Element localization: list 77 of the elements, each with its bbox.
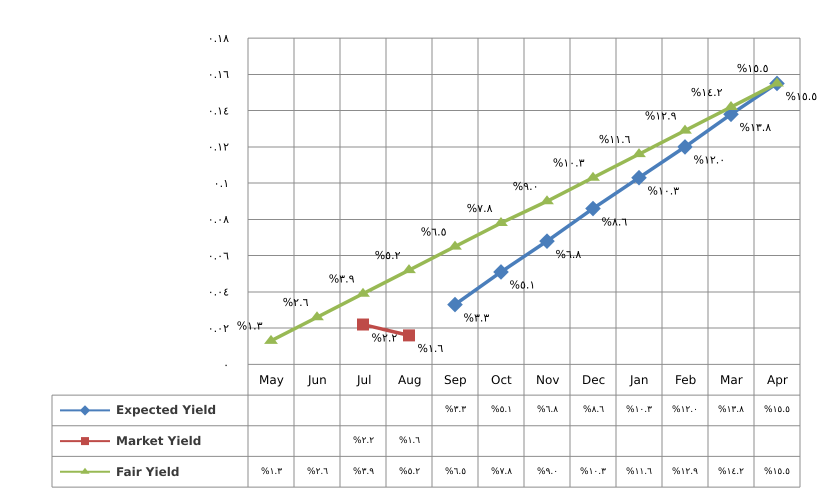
y-tick-label: ٠.٠٦ bbox=[208, 249, 230, 262]
x-tick-label: Nov bbox=[536, 373, 560, 387]
x-tick-label: Sep bbox=[444, 373, 467, 387]
point bbox=[631, 170, 647, 186]
data-label: %١٢.٠ bbox=[672, 405, 698, 415]
x-tick-label: Jun bbox=[307, 373, 327, 387]
text: %٢.٦ bbox=[282, 296, 308, 310]
text: %١٢.٠ bbox=[694, 154, 726, 167]
text: %١٥.٥ bbox=[736, 62, 768, 76]
data-label: %٧.٨ bbox=[491, 467, 512, 477]
point bbox=[585, 200, 601, 216]
text: %١٤.٢ bbox=[690, 86, 722, 99]
legend-label: Market Yield bbox=[116, 434, 202, 448]
text: %٦.٨ bbox=[556, 248, 582, 261]
text: %٩.٠ bbox=[512, 180, 538, 194]
point bbox=[403, 329, 415, 342]
y-tick-label: ٠.٠٤ bbox=[208, 286, 230, 299]
x-tick-label: Apr bbox=[767, 373, 788, 387]
x-tick-label: Aug bbox=[398, 373, 422, 387]
x-tick-label: Feb bbox=[675, 373, 696, 387]
x-tick-label: Dec bbox=[582, 373, 606, 387]
text: %١.٦ bbox=[418, 342, 444, 356]
data-label: %١٢.٩ bbox=[672, 467, 698, 477]
data-label: %٢.٢ bbox=[353, 436, 374, 446]
data-label: %١٥.٥ bbox=[764, 467, 790, 477]
x-tick-label: Jan bbox=[629, 373, 648, 387]
text: %١٢.٩ bbox=[644, 109, 676, 122]
x-tick-label: May bbox=[259, 373, 284, 387]
data-label: %٩.٠ bbox=[537, 467, 558, 477]
data-label: %٣.٩ bbox=[353, 467, 374, 477]
data-label: %١١.٦ bbox=[626, 467, 652, 477]
data-label: %١٤.٢ bbox=[718, 467, 744, 477]
y-tick-label: ٠.١ bbox=[214, 176, 229, 190]
point bbox=[493, 264, 509, 280]
data-label: %١.٦ bbox=[399, 436, 420, 446]
data-label: %٦.٥ bbox=[445, 467, 466, 477]
data-label: %٥.٢ bbox=[399, 467, 420, 477]
data-label: %٨.٦ bbox=[583, 405, 604, 415]
text: %٢.٢ bbox=[372, 331, 398, 344]
data-label: %٣.٣ bbox=[445, 405, 466, 415]
data-label: %١.٣ bbox=[261, 467, 282, 477]
text: %٨.٦ bbox=[602, 215, 628, 228]
text: %٣.٣ bbox=[464, 311, 490, 324]
data-label: %٦.٨ bbox=[537, 405, 558, 415]
data-label: %١٥.٥ bbox=[764, 405, 790, 415]
text: %٦.٥ bbox=[420, 225, 446, 238]
data-label: %١٠.٣ bbox=[580, 467, 606, 477]
data-label: %١٣.٨ bbox=[718, 405, 744, 415]
text: %١٥.٥ bbox=[786, 90, 818, 104]
y-tick-label: ٠.١٨ bbox=[208, 32, 230, 45]
legend-label: Fair Yield bbox=[116, 465, 180, 479]
point bbox=[357, 318, 369, 331]
text: %١٣.٨ bbox=[740, 121, 772, 134]
text: %١١.٦ bbox=[598, 132, 630, 146]
point bbox=[447, 296, 463, 312]
y-tick-label: ٠.١٢ bbox=[208, 140, 230, 154]
text: %٥.١ bbox=[510, 278, 536, 292]
text: %١٠.٣ bbox=[552, 156, 584, 170]
text: %٧.٨ bbox=[466, 202, 492, 215]
text: %٥.٢ bbox=[374, 248, 400, 262]
x-tick-label: Mar bbox=[720, 373, 743, 387]
y-tick-label: ٠ bbox=[223, 358, 229, 372]
data-label: %١٠.٣ bbox=[626, 405, 652, 415]
y-tick-label: ٠.٠٨ bbox=[208, 213, 230, 226]
point bbox=[539, 233, 555, 249]
legend-label: Expected Yield bbox=[116, 403, 216, 417]
y-tick-label: ٠.١٤ bbox=[208, 104, 230, 118]
x-tick-label: Jul bbox=[356, 373, 372, 387]
y-tick-label: ٠.٠٢ bbox=[208, 322, 230, 335]
y-tick-label: ٠.١٦ bbox=[208, 68, 230, 82]
text: %١.٣ bbox=[236, 320, 262, 333]
x-tick-label: Oct bbox=[491, 373, 512, 387]
text: %١٠.٣ bbox=[648, 184, 680, 198]
data-label: %٢.٦ bbox=[307, 467, 328, 477]
point bbox=[677, 139, 693, 155]
text: %٣.٩ bbox=[328, 272, 354, 286]
data-label: %٥.١ bbox=[491, 405, 512, 415]
